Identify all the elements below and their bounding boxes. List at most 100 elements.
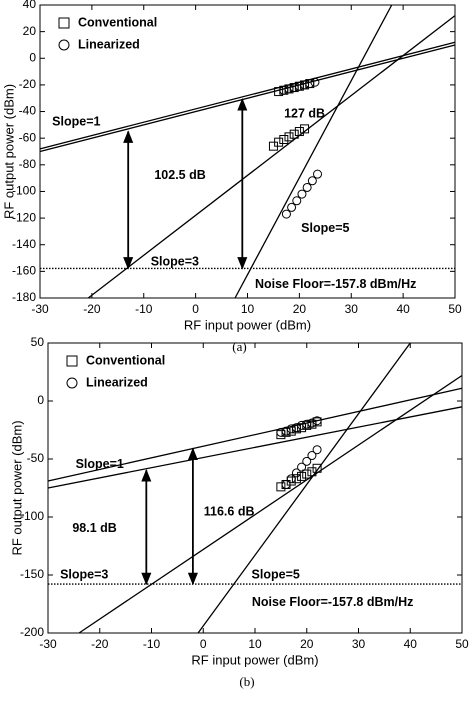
square-marker (300, 124, 310, 134)
square-marker (276, 482, 286, 492)
y-tick-label: -150 (20, 567, 44, 581)
y-tick-label: -200 (20, 625, 44, 639)
circle-marker (305, 79, 315, 89)
square-marker (312, 463, 322, 473)
legend-label: Conventional (78, 15, 157, 29)
circle-marker (312, 416, 322, 426)
panel: -30 -20 -10 0 10 20 30 40 50-180-160-140-120-100… (1, 0, 462, 354)
circle-marker (289, 83, 299, 93)
y-tick-label: -160 (12, 264, 36, 278)
square-marker (284, 132, 294, 142)
y-tick-label: -180 (12, 290, 36, 304)
square-marker (291, 474, 301, 484)
square-marker (307, 467, 317, 477)
legend-label: Conventional (86, 353, 165, 367)
square-marker (294, 127, 304, 137)
circle-marker (307, 418, 317, 428)
y-tick-label: -60 (19, 130, 37, 144)
circle-marker (287, 202, 297, 212)
annotation: Noise Floor=-157.8 dBm/Hz (252, 595, 414, 609)
circle-marker (281, 209, 291, 219)
x-tick-label: 0 (200, 637, 207, 651)
y-tick-label: 20 (23, 24, 37, 38)
circle-marker (294, 81, 304, 91)
x-tick-label: -30 (39, 637, 57, 651)
x-tick-label: -30 (31, 302, 49, 316)
circle-marker (281, 426, 291, 436)
y-tick-label: -100 (12, 184, 36, 198)
circle-marker (291, 423, 301, 433)
square-marker (289, 129, 299, 139)
y-tick-label: -140 (12, 237, 36, 251)
x-axis-label: RF input power (dBm) (184, 317, 311, 332)
theory-line (39, 41, 456, 150)
y-axis-label: RF output power (dBm) (1, 84, 16, 219)
y-tick-label: -120 (12, 210, 36, 224)
y-tick-label: 40 (23, 0, 37, 11)
x-tick-label: -20 (83, 302, 101, 316)
x-tick-label: -20 (91, 637, 109, 651)
annotation: Slope=5 (301, 221, 349, 235)
theory-line (234, 4, 393, 299)
x-tick-label: 20 (300, 637, 314, 651)
theory-line (47, 387, 463, 482)
annotation: Noise Floor=-157.8 dBm/Hz (255, 277, 417, 291)
circle-marker (286, 424, 296, 434)
y-tick-label: -20 (19, 77, 37, 91)
x-tick-label: 0 (192, 302, 199, 316)
circle-marker (297, 462, 307, 472)
legend-marker (66, 377, 78, 389)
x-tick-label: -10 (143, 637, 161, 651)
y-tick-label: -100 (20, 509, 44, 523)
circle-marker (307, 451, 317, 461)
legend-marker (58, 39, 70, 51)
circle-marker (276, 427, 286, 437)
x-tick-label: 50 (448, 302, 462, 316)
x-tick-label: 20 (293, 302, 307, 316)
circle-marker (286, 474, 296, 484)
y-tick-label: -40 (19, 104, 37, 118)
y-tick-label: -80 (19, 157, 37, 171)
annotation: 127 dB (284, 107, 325, 121)
circle-marker (302, 182, 312, 192)
x-tick-label: 50 (455, 637, 469, 651)
circle-marker (313, 169, 323, 179)
annotation: Slope=1 (52, 114, 100, 128)
x-tick-label: 30 (352, 637, 366, 651)
theory-line (197, 342, 411, 634)
circle-marker (284, 84, 294, 94)
x-tick-label: -10 (135, 302, 153, 316)
x-tick-label: 40 (396, 302, 410, 316)
annotation: 116.6 dB (204, 505, 255, 519)
square-marker (274, 87, 284, 97)
y-axis-label: RF output power (dBm) (9, 420, 24, 555)
square-marker (279, 135, 289, 145)
x-tick-label: 10 (241, 302, 255, 316)
x-tick-label: 30 (345, 302, 359, 316)
circle-marker (310, 77, 320, 87)
circle-marker (300, 80, 310, 90)
legend-marker (66, 355, 78, 367)
caption: (b) (239, 674, 254, 689)
theory-line (78, 374, 463, 634)
y-tick-label: 50 (31, 335, 45, 349)
circle-marker (292, 196, 302, 206)
caption: (a) (232, 339, 246, 354)
circle-marker (281, 480, 291, 490)
annotation: Slope=3 (151, 254, 199, 268)
circle-marker (297, 189, 307, 199)
x-tick-label: 10 (248, 637, 262, 651)
circle-marker (279, 85, 289, 95)
annotation: 98.1 dB (72, 521, 116, 535)
circle-marker (307, 176, 317, 186)
theory-line (47, 406, 463, 489)
y-tick-label: 0 (29, 50, 36, 64)
y-tick-label: -50 (27, 451, 45, 465)
annotation: Slope=1 (76, 457, 124, 471)
legend-label: Linearized (78, 37, 140, 51)
legend-marker (58, 17, 70, 29)
circle-marker (302, 419, 312, 429)
annotation: Slope=3 (60, 567, 108, 581)
x-axis-label: RF input power (dBm) (191, 652, 318, 667)
